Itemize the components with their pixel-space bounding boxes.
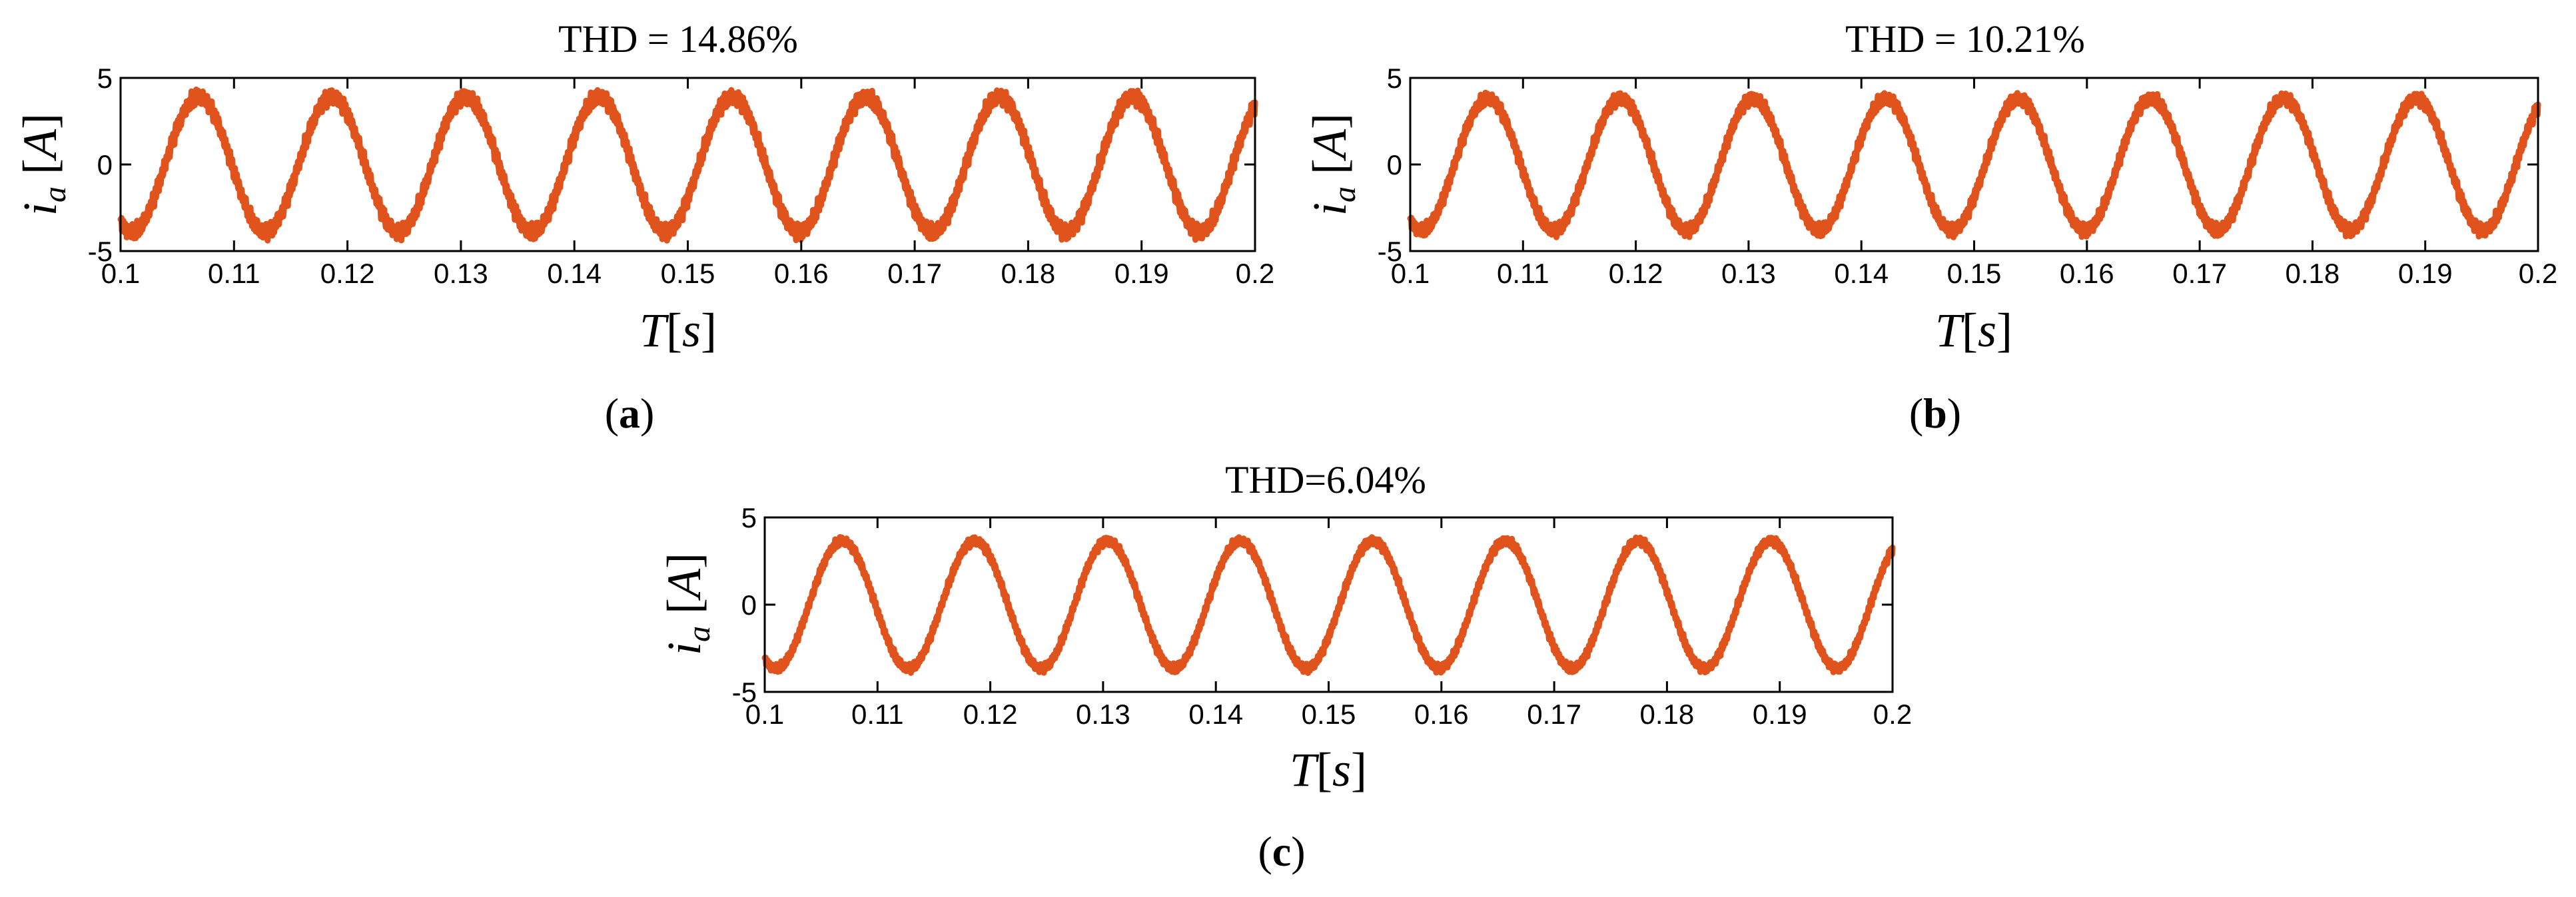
panel-b-xtick-label: 0.15 bbox=[1947, 258, 2002, 289]
panel-c-ticks: 0.1 0.11 0.12 0.13 0.14 0.15 0.16 0.17 0.18 0.19 0… bbox=[732, 502, 1913, 730]
panel-a-ylabel: ia [A] bbox=[13, 113, 73, 216]
panel-c-xtick-label: 0.15 bbox=[1302, 699, 1356, 730]
panel-b-label: (b) bbox=[1909, 390, 1961, 437]
panel-b-trace-layer bbox=[1407, 89, 2541, 240]
panel-b-ytick-label: 5 bbox=[1387, 63, 1402, 94]
panel-c-trace-layer bbox=[761, 534, 1896, 677]
panel-c-title: THD=6.04% bbox=[1225, 458, 1426, 501]
panel-c-xlabel: T[s] bbox=[1290, 743, 1367, 796]
panel-b-xtick-label: 0.19 bbox=[2398, 258, 2453, 289]
panel-b-title: THD = 10.21% bbox=[1845, 17, 2085, 61]
panel-c: THD=6.04% 0.1 0.11 0.12 0.13 0.14 0.15 0.16 0.1… bbox=[657, 458, 1912, 875]
panel-b-ticks: 0.1 0.11 0.12 0.13 0.14 0.15 0.16 0.17 0.18 0.19 0… bbox=[1378, 63, 2558, 289]
panel-b-plot-frame bbox=[1409, 77, 2539, 252]
panel-a-plot-frame bbox=[119, 77, 1256, 252]
panel-b-series-ia-line bbox=[1407, 89, 2541, 240]
panel-a-ytick-label: 5 bbox=[97, 63, 113, 94]
panel-a-xtick-label: 0.16 bbox=[774, 258, 829, 289]
panel-c-xtick-label: 0.17 bbox=[1527, 699, 1581, 730]
panel-c-xtick-label: 0.12 bbox=[963, 699, 1018, 730]
panel-a-xtick-label: 0.12 bbox=[320, 258, 375, 289]
panel-c-xtick-label: 0.19 bbox=[1753, 699, 1807, 730]
panel-a-title: THD = 14.86% bbox=[558, 17, 798, 61]
panel-c-ytick-label: 0 bbox=[741, 589, 757, 621]
panel-b-ylabel: ia [A] bbox=[1303, 113, 1362, 216]
panel-c-xtick-label: 0.16 bbox=[1414, 699, 1469, 730]
panel-c-ytick-label: -5 bbox=[732, 677, 757, 708]
panel-c-xtick-label: 0.18 bbox=[1640, 699, 1695, 730]
panel-a-label: (a) bbox=[605, 390, 655, 437]
panel-c-xtick-label: 0.2 bbox=[1873, 699, 1912, 730]
panel-c-ylabel: ia [A] bbox=[657, 553, 717, 655]
panel-b: THD = 10.21% 0.1 0.11 0.12 0.13 0.14 0.15 0.16… bbox=[1303, 17, 2557, 437]
panel-a-xtick-label: 0.19 bbox=[1114, 258, 1169, 289]
panel-c-xtick-label: 0.1 bbox=[745, 699, 784, 730]
panel-b-xtick-label: 0.18 bbox=[2286, 258, 2340, 289]
panel-a: THD = 14.86% 0.1 0.11 0.12 0.13 0.14 0.15 0.16… bbox=[13, 17, 1274, 437]
panel-b-ytick-label: 0 bbox=[1387, 149, 1402, 180]
panel-c-xtick-label: 0.13 bbox=[1076, 699, 1130, 730]
panel-a-xtick-label: 0.14 bbox=[547, 258, 602, 289]
panel-c-label: (c) bbox=[1258, 828, 1305, 875]
panel-a-xtick-label: 0.1 bbox=[101, 258, 140, 289]
panel-a-ytick-label: -5 bbox=[88, 236, 113, 267]
panel-b-xtick-label: 0.13 bbox=[1721, 258, 1776, 289]
panel-b-xtick-label: 0.11 bbox=[1497, 258, 1549, 289]
panel-a-xtick-label: 0.13 bbox=[434, 258, 488, 289]
panel-c-xtick-label: 0.14 bbox=[1188, 699, 1243, 730]
panel-b-xtick-label: 0.17 bbox=[2172, 258, 2227, 289]
panel-c-ytick-label: 5 bbox=[741, 502, 757, 533]
panel-a-xlabel: T[s] bbox=[640, 304, 717, 357]
panel-c-xtick-label: 0.11 bbox=[851, 699, 904, 730]
panel-a-xtick-label: 0.15 bbox=[661, 258, 715, 289]
panel-b-xlabel: T[s] bbox=[1935, 304, 2012, 357]
panel-b-xtick-label: 0.1 bbox=[1391, 258, 1430, 289]
panel-c-plot-frame bbox=[763, 516, 1894, 693]
panel-a-ytick-label: 0 bbox=[97, 149, 113, 180]
panel-a-trace-layer bbox=[117, 87, 1258, 244]
panel-a-ticks: 0.1 0.11 0.12 0.13 0.14 0.15 0.16 0.17 0.18 0.19 0… bbox=[88, 63, 1275, 289]
panel-b-xtick-label: 0.2 bbox=[2519, 258, 2557, 289]
panel-b-xtick-label: 0.16 bbox=[2060, 258, 2114, 289]
panel-b-xtick-label: 0.14 bbox=[1834, 258, 1889, 289]
panel-a-xtick-label: 0.11 bbox=[208, 258, 260, 289]
panel-a-xtick-label: 0.17 bbox=[887, 258, 942, 289]
panel-b-ytick-label: -5 bbox=[1378, 236, 1402, 267]
panel-a-xtick-label: 0.2 bbox=[1236, 258, 1274, 289]
panel-a-series-ia-line bbox=[117, 87, 1258, 244]
panel-b-xtick-label: 0.12 bbox=[1609, 258, 1663, 289]
panel-c-series-ia-line bbox=[761, 534, 1896, 677]
panel-a-xtick-label: 0.18 bbox=[1001, 258, 1056, 289]
